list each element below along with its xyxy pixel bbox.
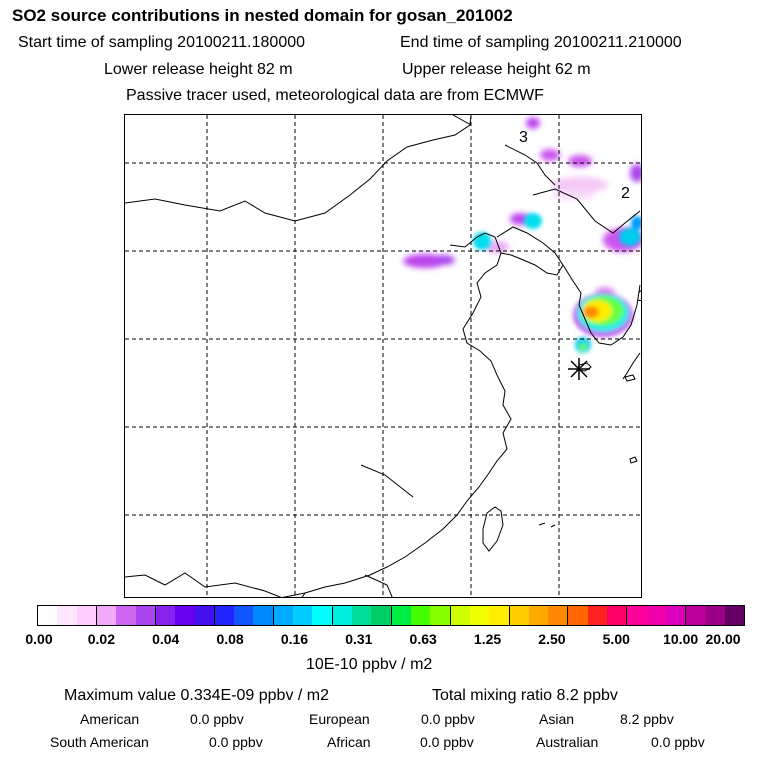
colorbar-segment [135,606,156,625]
maximum-value-label: Maximum value 0.334E-09 ppbv / m2 [64,687,330,704]
colorbar-tick-label: 10.00 [663,631,699,647]
colorbar [37,605,745,626]
colorbar-segment [666,606,687,625]
grid-lines [125,115,641,597]
map-label-1: 1 [637,288,641,306]
region-value-australian: 0.0 ppbv [651,734,705,750]
start-time-label: Start time of sampling 20100211.180000 [18,34,306,51]
colorbar-segment [293,606,313,625]
map-label-3: 3 [519,129,528,146]
region-value-african: 0.0 ppbv [420,734,474,750]
colorbar-segment [587,606,608,625]
colorbar-tick-label: 0.02 [87,631,115,647]
colorbar-segment [724,606,745,625]
colorbar-segment [489,606,510,625]
colorbar-segment [371,606,392,625]
total-mixing-ratio-label: Total mixing ratio 8.2 ppbv [432,687,618,704]
region-name-australian: Australian [536,734,599,750]
colorbar-units: 10E-10 ppbv / m2 [306,656,433,673]
region-value-south-american: 0.0 ppbv [209,734,263,750]
map-canvas [125,115,641,597]
colorbar-segment [646,606,666,625]
colorbar-segment [38,606,58,625]
colorbar-tick-label: 1.25 [473,631,502,647]
end-time-label: End time of sampling 20100211.210000 [400,34,682,51]
colorbar-segment [214,606,235,625]
colorbar-tick-label: 2.50 [538,631,566,647]
colorbar-tick-label: 0.00 [25,631,53,647]
colorbar-segment [509,606,529,625]
colorbar-segment [686,606,706,625]
colorbar-segment [568,606,588,625]
colorbar-segment [116,606,136,625]
region-value-american: 0.0 ppbv [190,711,244,727]
map-panel: 3 2 1 [124,114,642,598]
colorbar-tick-label: 0.08 [216,631,244,647]
upper-release-label: Upper release height 62 m [402,61,591,78]
tracer-note: Passive tracer used, meteorological data… [126,87,544,104]
region-value-asian: 8.2 ppbv [620,711,674,727]
colorbar-segment [391,606,411,625]
region-name-south-american: South American [50,734,149,750]
lower-release-label: Lower release height 82 m [104,61,293,78]
colorbar-segment [548,606,569,625]
colorbar-tick-label: 0.63 [409,631,437,647]
colorbar-segment [410,606,431,625]
colorbar-segment [705,606,725,625]
colorbar-segment [469,606,490,625]
colorbar-segment [273,606,294,625]
region-name-american: American [80,711,140,727]
colorbar-tick-label: 0.31 [345,631,373,647]
colorbar-tick-label: 0.04 [152,631,180,647]
region-value-european: 0.0 ppbv [421,711,475,727]
region-name-asian: Asian [539,711,575,727]
chart-title: SO2 source contributions in nested domai… [12,6,513,25]
colorbar-segment [332,606,352,625]
region-name-european: European [309,711,370,727]
colorbar-tick-label: 5.00 [602,631,630,647]
colorbar-segment [175,606,195,625]
colorbar-segment [627,606,647,625]
region-name-african: African [327,734,371,750]
colorbar-segment [312,606,333,625]
colorbar-segment [450,606,470,625]
colorbar-segment [57,606,77,625]
colorbar-segment [155,606,176,625]
coastlines [125,115,641,597]
station-marker [568,358,590,380]
colorbar-segment [96,606,117,625]
colorbar-segment [234,606,254,625]
colorbar-segment [352,606,372,625]
map-label-2: 2 [621,185,630,202]
colorbar-segment [607,606,628,625]
colorbar-segment [76,606,97,625]
colorbar-segment [194,606,215,625]
colorbar-segment [253,606,274,625]
colorbar-segment [430,606,451,625]
colorbar-segment [528,606,549,625]
plume-fields [403,117,641,353]
colorbar-tick-label: 20.00 [705,631,741,647]
colorbar-tick-label: 0.16 [280,631,309,647]
